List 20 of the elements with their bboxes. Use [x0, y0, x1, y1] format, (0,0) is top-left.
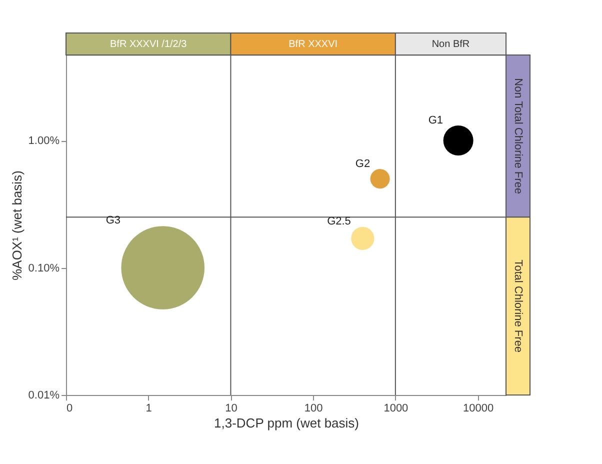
- text: Non BfR: [432, 39, 470, 50]
- series-label: G1: [428, 114, 444, 126]
- y-tick-label: 0.01%: [28, 390, 60, 402]
- x-axis-title: 1,3-DCP ppm (wet basis): [214, 416, 359, 430]
- series-label: G2: [355, 158, 370, 170]
- text: BfR XXXVI: [288, 39, 338, 50]
- y-axis-title: %AOX¹ (wet basis): [9, 170, 24, 280]
- x-tick-label: 10: [225, 402, 238, 414]
- text: Non Total Chlorine Free: [512, 78, 524, 194]
- x-tick-label: 10000: [463, 402, 494, 414]
- x-tick-label: 1000: [384, 402, 408, 414]
- x-tick-label: 100: [304, 402, 323, 414]
- text: Total Chlorine Free: [512, 260, 524, 353]
- series-label: G2.5: [327, 216, 351, 228]
- y-tick-label: 0.10%: [28, 262, 60, 274]
- text: BfR XXXVI /1/2/3: [110, 39, 188, 50]
- series-label: G3: [106, 214, 121, 226]
- x-tick-label: 1: [146, 402, 152, 414]
- y-tick-label: 1.00%: [28, 135, 60, 148]
- x-tick-label: 0: [66, 402, 73, 414]
